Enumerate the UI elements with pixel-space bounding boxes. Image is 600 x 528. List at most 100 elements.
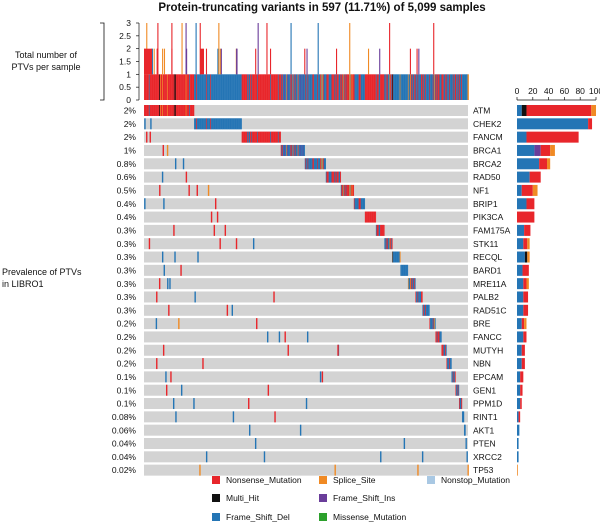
- right-axis-tick-label: 100: [589, 86, 600, 96]
- histogram-bar: [147, 74, 149, 100]
- matrix-cell: [172, 105, 174, 116]
- right-bar-segment: [517, 398, 521, 410]
- matrix-cell: [423, 304, 425, 316]
- matrix-cell: [459, 398, 461, 410]
- matrix-cell: [153, 105, 154, 116]
- bottom-left-label: Prevalence of PTVs in LIBRO1: [2, 267, 82, 289]
- matrix-cell: [199, 464, 201, 476]
- prevalence-label: 0.1%: [117, 399, 137, 409]
- histogram-bar: [387, 74, 389, 100]
- matrix-cell: [467, 451, 468, 463]
- matrix-cell: [182, 158, 185, 170]
- gene-label: NBN: [473, 359, 491, 369]
- histogram-bar: [252, 74, 254, 100]
- matrix-cell: [160, 105, 162, 116]
- histogram-bar: [223, 74, 225, 100]
- matrix-cell: [374, 211, 376, 223]
- matrix-cell: [382, 224, 384, 236]
- matrix-cell: [277, 131, 279, 143]
- histogram-bar: [342, 74, 344, 100]
- histogram-bar: [344, 74, 346, 100]
- gene-label: CHEK2: [473, 119, 502, 129]
- histogram-bar: [207, 74, 209, 100]
- histogram-bar: [346, 74, 348, 100]
- histogram-bar: [217, 74, 219, 100]
- histogram-bar: [396, 74, 397, 100]
- histogram-bar: [313, 74, 315, 100]
- histogram-bar: [246, 74, 248, 100]
- matrix-cell: [466, 438, 467, 449]
- right-bar-segment: [540, 144, 551, 156]
- prevalence-label: 1%: [124, 146, 137, 156]
- histogram-bar: [436, 74, 437, 100]
- histogram-bar: [300, 74, 302, 100]
- histogram-bar: [448, 74, 450, 100]
- legend-swatch: [319, 513, 327, 521]
- matrix-cell: [455, 384, 457, 396]
- legend-swatch: [212, 513, 220, 521]
- histogram-bar: [426, 74, 428, 100]
- matrix-cell: [275, 131, 277, 143]
- histogram-bar: [269, 74, 271, 100]
- matrix-cell: [213, 118, 215, 130]
- histogram-bar: [384, 74, 386, 100]
- histogram-bar: [218, 74, 220, 100]
- matrix-cell: [337, 171, 339, 183]
- matrix-cell: [436, 331, 438, 343]
- matrix-cell: [159, 184, 161, 196]
- histogram-bar: [409, 48, 411, 75]
- histogram-bar: [273, 74, 274, 100]
- histogram-bar: [344, 74, 346, 100]
- matrix-cell: [161, 171, 164, 183]
- histogram-bar: [200, 48, 204, 75]
- prevalence-label: 2%: [124, 132, 137, 142]
- matrix-row-bg: [144, 264, 468, 276]
- right-bar-segment: [523, 331, 527, 343]
- histogram-bar: [228, 74, 230, 100]
- histogram-bar: [446, 74, 448, 100]
- histogram-bar: [219, 48, 221, 75]
- matrix-cell: [180, 105, 182, 116]
- matrix-cell: [185, 105, 187, 116]
- histogram-bar: [385, 74, 387, 100]
- matrix-cell: [159, 105, 161, 116]
- matrix-cell: [302, 144, 304, 156]
- matrix-cell: [243, 131, 245, 143]
- right-bar-segment: [517, 451, 519, 463]
- matrix-cell: [306, 158, 308, 170]
- histogram-bar: [231, 74, 233, 100]
- matrix-cell: [254, 131, 256, 143]
- histogram-bar: [359, 74, 361, 100]
- matrix-cell: [201, 118, 203, 130]
- matrix-cell: [149, 105, 151, 116]
- histogram-bar: [366, 74, 368, 100]
- histogram-bar: [429, 74, 431, 100]
- matrix-cell: [247, 131, 249, 143]
- histogram-bar: [181, 74, 183, 100]
- matrix-cell: [438, 331, 439, 343]
- histogram-bar: [442, 74, 444, 100]
- histogram-bar: [233, 74, 235, 100]
- right-bar-segment: [517, 424, 520, 436]
- matrix-cell: [398, 251, 400, 263]
- right-bar-segment: [520, 398, 522, 410]
- matrix-cell: [464, 424, 466, 436]
- matrix-cell: [362, 198, 363, 210]
- legend: Nonsense_Mutation Splice_Site Nonstop_Muta…: [212, 475, 510, 522]
- prevalence-label: 0.5%: [117, 186, 137, 196]
- matrix-cell: [386, 238, 388, 250]
- matrix-cell: [169, 278, 171, 290]
- histogram-bar: [212, 74, 214, 100]
- matrix-cell: [263, 451, 266, 463]
- histogram-bar: [149, 74, 151, 100]
- gene-label: NF1: [473, 186, 489, 196]
- matrix-cell: [437, 331, 439, 343]
- matrix-cell: [287, 144, 288, 156]
- matrix-cell: [416, 291, 418, 303]
- right-bar-segment: [522, 264, 529, 276]
- matrix-row-bg: [144, 358, 468, 370]
- matrix-cell: [199, 118, 201, 130]
- right-bar-segment: [517, 184, 522, 196]
- histogram-bar: [301, 74, 303, 100]
- matrix-cell: [394, 251, 396, 263]
